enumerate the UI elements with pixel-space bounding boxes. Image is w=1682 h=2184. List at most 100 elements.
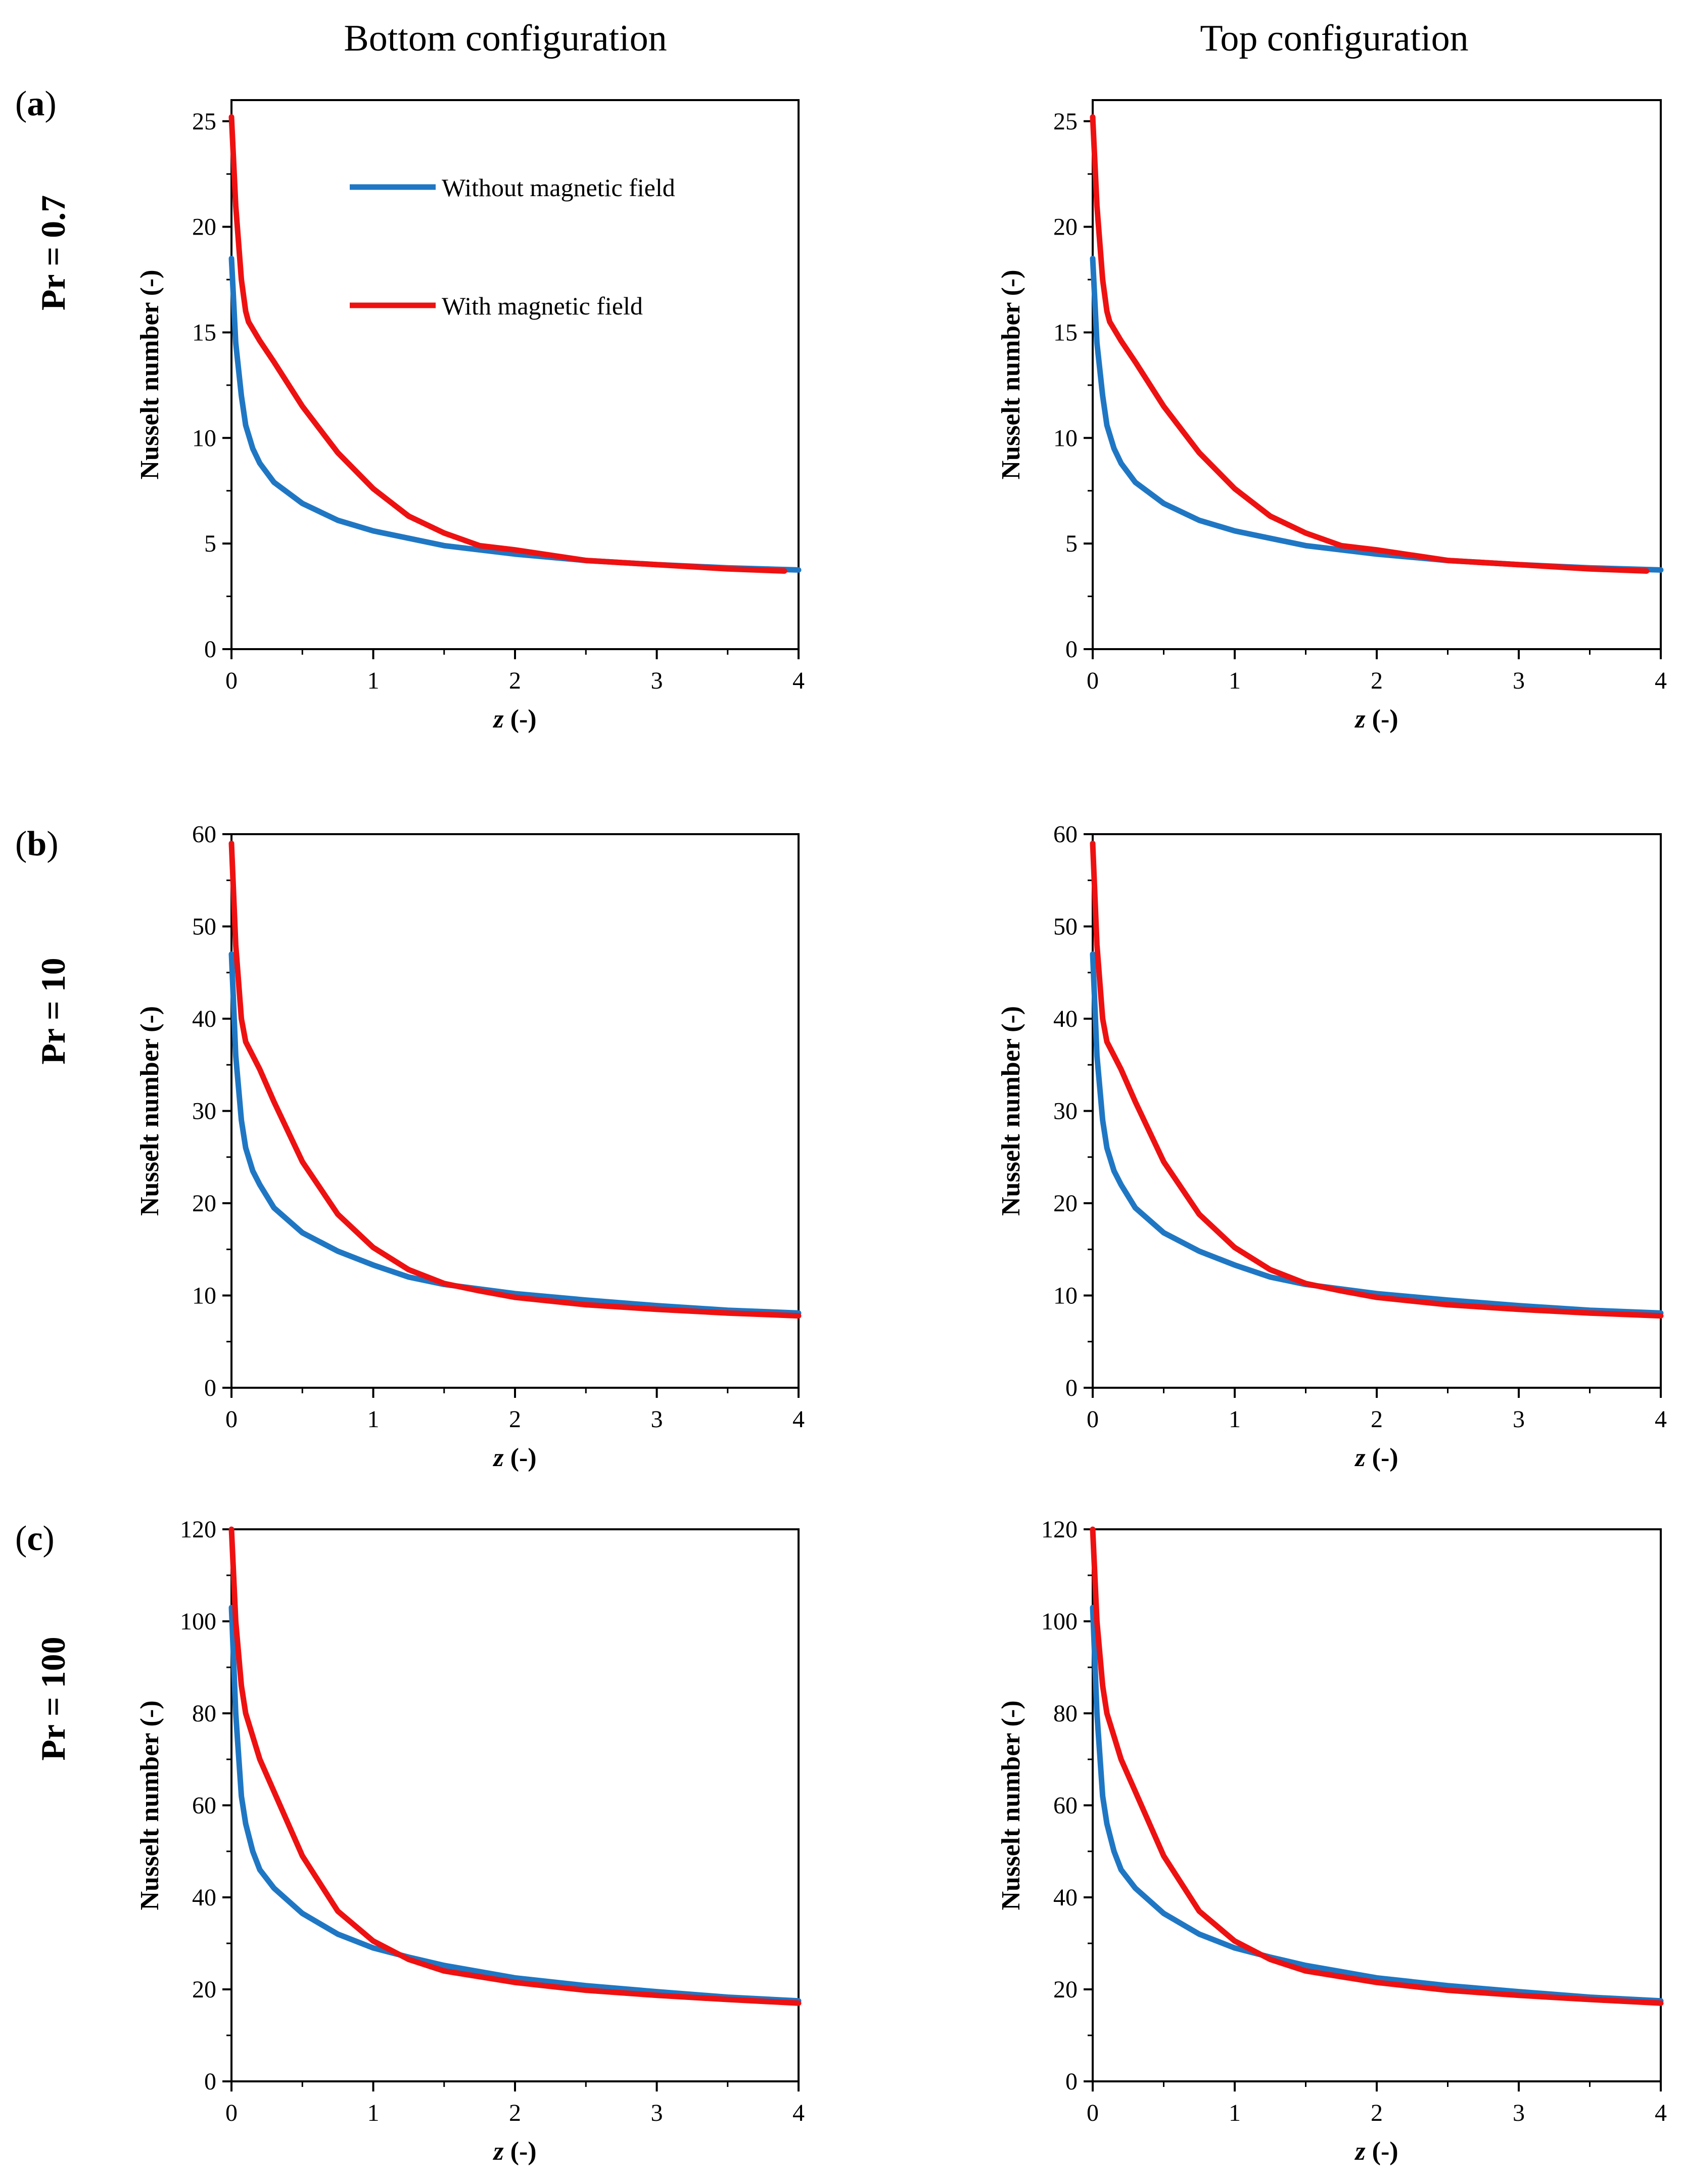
panel-r2-c1: 0 20 40 60 80 100 120 0 1 2 3 4 z (-) Nusselt number … — [997, 1516, 1667, 2166]
series-with-magnetic-field — [1090, 840, 1664, 1319]
x-axis-title-var: z — [492, 1443, 504, 1472]
y-tick-label: 15 — [192, 319, 216, 346]
x-axis-title: z (-) — [1354, 1443, 1398, 1472]
y-tick-label: 5 — [204, 530, 216, 557]
y-tick-label: 100 — [1041, 1608, 1078, 1635]
y-tick-label: 40 — [1053, 1006, 1078, 1032]
x-tick-label: 3 — [651, 1406, 663, 1433]
y-tick-label: 80 — [1053, 1700, 1078, 1727]
x-axis-title-unit: (-) — [1366, 705, 1398, 734]
series-without-magnetic-field — [228, 1605, 802, 2004]
pr-label-row-c: Pr = 100 — [34, 1636, 72, 1760]
y-tick-label: 50 — [1053, 914, 1078, 940]
y-tick-label: 20 — [192, 1976, 216, 2003]
y-tick-label: 10 — [192, 425, 216, 451]
x-tick-label: 0 — [1087, 2100, 1099, 2126]
series-without-magnetic-field — [1090, 1605, 1664, 2004]
x-tick-label: 1 — [367, 1406, 380, 1433]
x-tick-label: 3 — [1513, 1406, 1525, 1433]
panel-r0-c0: 0 5 10 15 20 25 0 1 2 3 4 z (-) Nusselt number (-) — [135, 99, 805, 734]
y-tick-label: 120 — [180, 1516, 216, 1543]
y-tick-label: 0 — [204, 1375, 216, 1401]
y-tick-label: 20 — [192, 1190, 216, 1217]
series-without-magnetic-field — [228, 951, 802, 1316]
x-axis-title-unit: (-) — [1366, 2137, 1398, 2166]
series-with-magnetic-field — [228, 840, 802, 1319]
x-tick-label: 3 — [651, 2100, 663, 2126]
x-tick-label: 4 — [792, 667, 805, 694]
x-tick-label: 3 — [1513, 667, 1525, 694]
panel-r1-c0: 0 10 20 30 40 50 60 0 1 2 3 4 z (-) Nusselt number (-… — [135, 821, 805, 1472]
y-tick-label: 20 — [1053, 1976, 1078, 2003]
y-tick-label: 60 — [1053, 1792, 1078, 1819]
x-axis-title-unit: (-) — [504, 705, 537, 734]
y-axis-title: Nusselt number (-) — [997, 269, 1025, 479]
x-tick-label: 2 — [509, 667, 521, 694]
x-axis-title: z (-) — [1354, 2137, 1398, 2166]
series-without-magnetic-field — [1090, 951, 1664, 1316]
x-tick-label: 0 — [1087, 1406, 1099, 1433]
x-tick-label: 4 — [1655, 2100, 1667, 2126]
legend-label-with: With magnetic field — [442, 292, 643, 320]
panel-r2-c0: 0 20 40 60 80 100 120 0 1 2 3 4 z (-) Nusselt number … — [135, 1516, 805, 2166]
pr-label-row-a: Pr = 0.7 — [34, 195, 72, 310]
series-without-magnetic-field — [1090, 255, 1664, 573]
x-tick-label: 1 — [1229, 2100, 1241, 2126]
y-axis-title: Nusselt number (-) — [997, 1700, 1025, 1910]
x-tick-label: 1 — [367, 2100, 380, 2126]
legend-label-without: Without magnetic field — [442, 173, 675, 202]
legend: Without magnetic field With magnetic fie… — [350, 173, 675, 320]
y-tick-label: 0 — [204, 2068, 216, 2095]
y-tick-label: 50 — [192, 914, 216, 940]
panel-r0-c1: 0 5 10 15 20 25 0 1 2 3 4 z (-) Nusselt number (-) — [997, 99, 1667, 734]
y-tick-label: 30 — [1053, 1098, 1078, 1125]
x-axis-title: z (-) — [492, 705, 536, 734]
y-tick-label: 15 — [1053, 319, 1078, 346]
y-tick-label: 20 — [1053, 1190, 1078, 1217]
y-tick-label: 60 — [192, 821, 216, 848]
x-axis-title-var: z — [492, 2137, 504, 2166]
x-axis-title-var: z — [492, 705, 504, 734]
x-tick-label: 2 — [1371, 2100, 1383, 2126]
x-tick-label: 0 — [225, 667, 238, 694]
y-tick-label: 20 — [192, 214, 216, 241]
y-tick-label: 100 — [180, 1608, 216, 1635]
plot-frame — [1092, 833, 1662, 1389]
series-with-magnetic-field — [1090, 1526, 1664, 2006]
panel-r1-c1: 0 10 20 30 40 50 60 0 1 2 3 4 z (-) Nusselt number (-… — [997, 821, 1667, 1472]
x-tick-label: 0 — [225, 1406, 238, 1433]
y-tick-label: 10 — [1053, 1283, 1078, 1309]
y-tick-label: 40 — [192, 1884, 216, 1911]
y-axis-title: Nusselt number (-) — [135, 1006, 164, 1216]
x-axis-title: z (-) — [492, 1443, 536, 1472]
y-tick-label: 80 — [192, 1700, 216, 1727]
x-tick-label: 0 — [1087, 667, 1099, 694]
y-tick-label: 40 — [1053, 1884, 1078, 1911]
y-tick-label: 25 — [1053, 108, 1078, 135]
column-title-bottom: Bottom configuration — [344, 18, 667, 59]
x-tick-label: 1 — [1229, 667, 1241, 694]
x-tick-label: 2 — [1371, 1406, 1383, 1433]
x-tick-label: 1 — [367, 667, 380, 694]
plot-frame — [230, 833, 800, 1389]
series-with-magnetic-field — [1090, 114, 1650, 574]
x-tick-label: 1 — [1229, 1406, 1241, 1433]
x-tick-label: 4 — [792, 2100, 805, 2126]
y-axis-title: Nusselt number (-) — [135, 269, 164, 479]
x-tick-label: 3 — [1513, 2100, 1525, 2126]
y-tick-label: 0 — [1065, 636, 1078, 663]
pr-label-row-b: Pr = 10 — [34, 958, 72, 1064]
x-axis-title: z (-) — [492, 2137, 536, 2166]
x-axis-title-var: z — [1354, 705, 1366, 734]
x-tick-label: 4 — [1655, 1406, 1667, 1433]
x-tick-label: 3 — [651, 667, 663, 694]
y-tick-label: 0 — [1065, 1375, 1078, 1401]
y-tick-label: 60 — [192, 1792, 216, 1819]
y-tick-label: 25 — [192, 108, 216, 135]
x-axis-title-unit: (-) — [504, 2137, 537, 2166]
series-with-magnetic-field — [228, 1526, 802, 2006]
y-tick-label: 5 — [1065, 530, 1078, 557]
x-tick-label: 2 — [1371, 667, 1383, 694]
